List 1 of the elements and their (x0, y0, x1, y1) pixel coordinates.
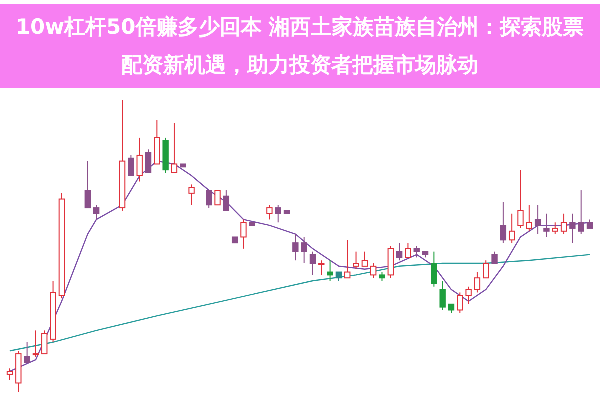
chart-title: 10w杠杆50倍赚多少回本 湘西土家族苗族自治州：探索股票配资新机遇，助力投资者把握市场脉动 (0, 4, 600, 88)
